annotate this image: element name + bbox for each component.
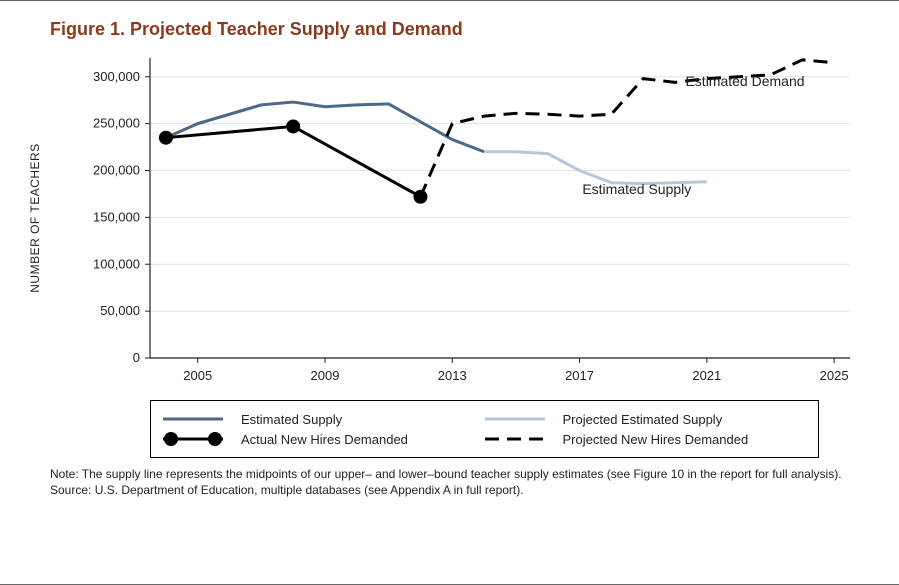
- legend-swatch: [485, 411, 545, 427]
- x-tick-label: 2025: [820, 368, 849, 383]
- legend-label: Projected New Hires Demanded: [563, 432, 749, 447]
- x-tick-label: 2021: [692, 368, 721, 383]
- y-tick-label: 50,000: [100, 303, 140, 318]
- marker-actual_new_hires: [286, 119, 300, 133]
- y-axis-label: NUMBER OF TEACHERS: [28, 143, 42, 292]
- legend-item-projected_new_hires: Projected New Hires Demanded: [485, 431, 807, 447]
- x-tick-label: 2009: [311, 368, 340, 383]
- figure-container: Figure 1. Projected Teacher Supply and D…: [0, 0, 899, 585]
- legend-item-projected_estimated_supply: Projected Estimated Supply: [485, 411, 807, 427]
- chart-area: NUMBER OF TEACHERS 050,000100,000150,000…: [90, 48, 859, 388]
- marker-actual_new_hires: [413, 190, 427, 204]
- series-projected_estimated_supply: [484, 152, 707, 184]
- legend-item-estimated_supply: Estimated Supply: [163, 411, 485, 427]
- figure-title: Figure 1. Projected Teacher Supply and D…: [50, 19, 879, 40]
- legend-swatch: [485, 431, 545, 447]
- legend-row: Actual New Hires Demanded Projected New H…: [163, 429, 806, 449]
- legend: Estimated Supply Projected Estimated Supp…: [150, 400, 819, 458]
- series-actual_new_hires: [166, 126, 421, 196]
- y-tick-label: 0: [133, 350, 140, 365]
- annotation-estimated-demand: Estimated Demand: [685, 73, 804, 89]
- y-tick-label: 150,000: [93, 209, 140, 224]
- y-tick-label: 300,000: [93, 69, 140, 84]
- figure-notes: Note: The supply line represents the mid…: [50, 466, 869, 498]
- legend-label: Projected Estimated Supply: [563, 412, 723, 427]
- legend-swatch: [163, 411, 223, 427]
- legend-swatch: [163, 431, 223, 447]
- y-tick-label: 250,000: [93, 116, 140, 131]
- x-tick-label: 2005: [183, 368, 212, 383]
- legend-row: Estimated Supply Projected Estimated Supp…: [163, 409, 806, 429]
- annotation-estimated-supply: Estimated Supply: [582, 181, 691, 197]
- note-line: Note: The supply line represents the mid…: [50, 466, 869, 482]
- chart-svg: 0 50,000 100,000 150,000 200,000 250,000 300,0…: [90, 48, 860, 388]
- y-tick-label: 200,000: [93, 163, 140, 178]
- legend-label: Actual New Hires Demanded: [241, 432, 408, 447]
- x-tick-label: 2017: [565, 368, 594, 383]
- y-tick-label: 100,000: [93, 256, 140, 271]
- x-tick-label: 2013: [438, 368, 467, 383]
- marker-actual_new_hires: [159, 131, 173, 145]
- legend-label: Estimated Supply: [241, 412, 342, 427]
- legend-item-actual_new_hires: Actual New Hires Demanded: [163, 431, 485, 447]
- source-line: Source: U.S. Department of Education, mu…: [50, 482, 869, 498]
